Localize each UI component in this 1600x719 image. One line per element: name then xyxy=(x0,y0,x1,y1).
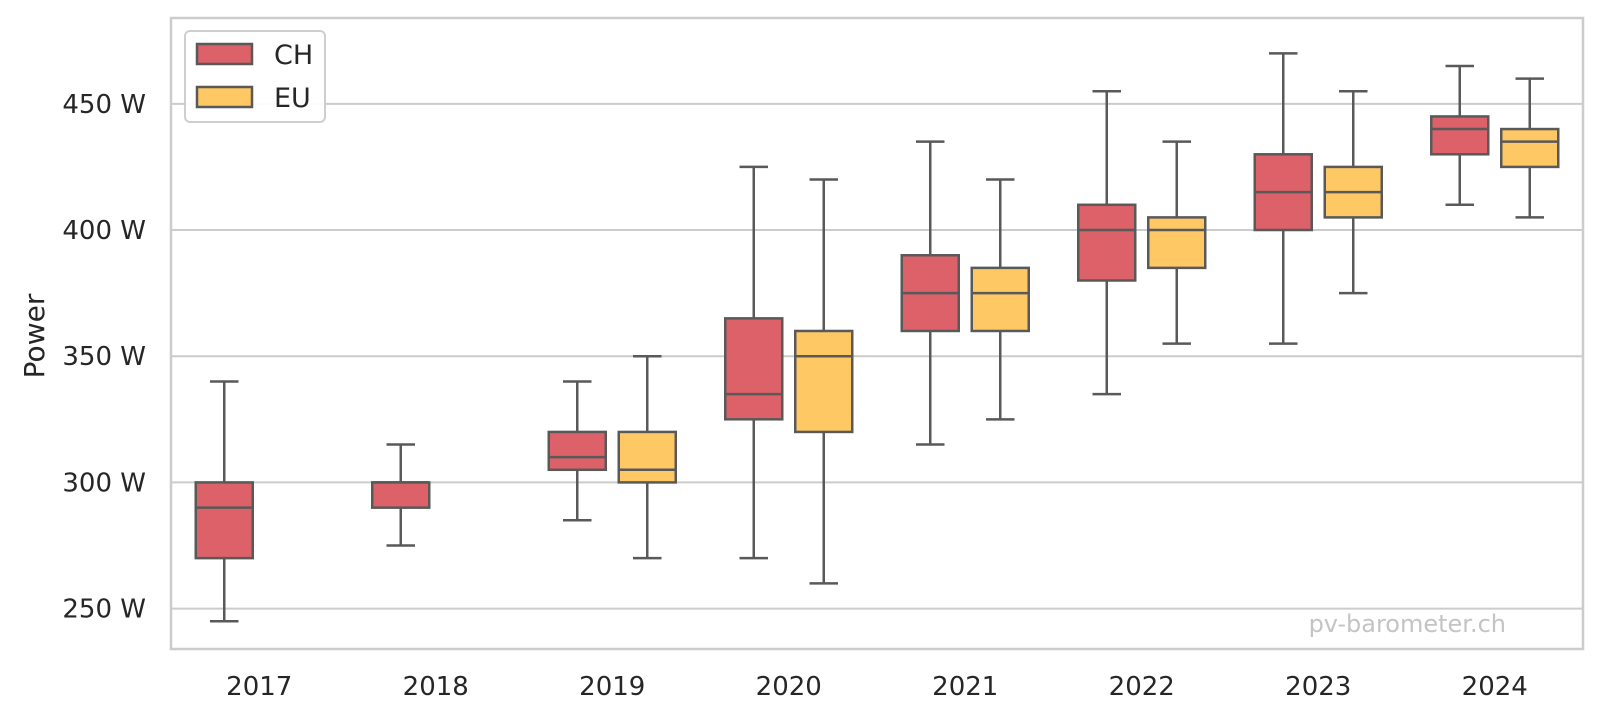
y-tick-labels: 250 W 300 W 350 W 400 W 450 W xyxy=(62,90,146,625)
legend-label: EU xyxy=(274,83,311,114)
box-ch-2019 xyxy=(547,380,607,522)
y-axis-label: Power xyxy=(18,293,51,378)
legend-swatch xyxy=(195,42,254,66)
box-ch-2018 xyxy=(371,443,431,547)
legend-label: CH xyxy=(274,40,313,71)
y-tick-label: 400 W xyxy=(62,216,146,246)
x-tick-label: 2023 xyxy=(1285,672,1351,702)
watermark: pv-barometer.ch xyxy=(1309,610,1506,638)
box-ch-2021 xyxy=(900,140,960,446)
x-tick-label: 2021 xyxy=(932,672,998,702)
y-tick-label: 350 W xyxy=(62,342,146,372)
box-eu-2024 xyxy=(1500,77,1560,219)
x-tick-labels: 2017 2018 2019 2020 2021 2022 2023 2024 xyxy=(226,672,1528,702)
box-ch-2024 xyxy=(1430,64,1490,207)
legend-swatch xyxy=(195,85,254,109)
box-eu-2022 xyxy=(1147,140,1207,345)
box-eu-2021 xyxy=(970,178,1030,421)
y-tick-label: 250 W xyxy=(62,595,146,625)
box-ch-2022 xyxy=(1077,89,1137,396)
box-eu-2023 xyxy=(1323,89,1383,295)
box-iqr xyxy=(1500,127,1560,169)
x-tick-label: 2020 xyxy=(756,672,822,702)
box-iqr xyxy=(371,481,431,509)
box-eu-2020 xyxy=(794,178,854,585)
y-tick-label: 450 W xyxy=(62,90,146,120)
box-iqr xyxy=(1430,115,1490,156)
box-iqr xyxy=(1077,203,1137,282)
box-eu-2019 xyxy=(617,354,677,560)
box-iqr xyxy=(194,481,254,560)
box-ch-2023 xyxy=(1253,52,1313,345)
box-ch-2017 xyxy=(194,380,254,623)
box-iqr xyxy=(724,317,784,421)
box-series xyxy=(194,52,1560,623)
x-tick-label: 2019 xyxy=(579,672,645,702)
x-tick-label: 2022 xyxy=(1109,672,1175,702)
box-iqr xyxy=(794,329,854,434)
legend: CH EU xyxy=(184,30,326,123)
box-iqr xyxy=(970,266,1030,333)
box-iqr xyxy=(1147,216,1207,270)
y-tick-label: 300 W xyxy=(62,468,146,498)
x-tick-label: 2024 xyxy=(1462,672,1528,702)
box-iqr xyxy=(617,430,677,484)
x-tick-label: 2017 xyxy=(226,672,292,702)
plot-frame xyxy=(169,16,1585,651)
box-iqr xyxy=(547,430,607,472)
box-ch-2020 xyxy=(724,165,784,560)
x-tick-label: 2018 xyxy=(403,672,469,702)
